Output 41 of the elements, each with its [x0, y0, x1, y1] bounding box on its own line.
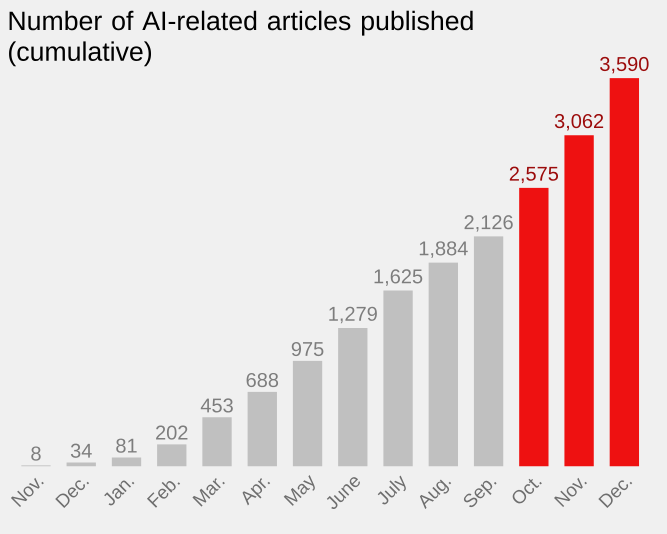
- bar: [338, 328, 368, 466]
- x-tick-label: Nov.: [10, 478, 44, 507]
- data-label: 975: [292, 342, 324, 356]
- bar: [202, 417, 232, 466]
- x-tick-label: Aug.: [420, 479, 452, 509]
- bar: [474, 236, 504, 466]
- x-tick-label: Nov.: [554, 478, 587, 507]
- bar: [383, 290, 413, 466]
- bar: [157, 444, 186, 466]
- x-tick-label: Feb.: [146, 480, 180, 508]
- data-label: 202: [156, 425, 188, 440]
- x-tick-label: Sep.: [464, 480, 497, 507]
- x-tick-label: Oct.: [512, 478, 542, 504]
- bar: [428, 262, 458, 466]
- bar: [292, 360, 322, 466]
- data-label: 2,575: [510, 166, 558, 184]
- x-tick-label: Jan.: [104, 480, 134, 506]
- bar: [519, 188, 549, 466]
- data-label: 1,279: [329, 306, 377, 324]
- x-tick-label: Mar.: [192, 478, 225, 506]
- data-label: 2,126: [464, 215, 513, 232]
- data-label: 8: [31, 446, 41, 461]
- data-label: 81: [116, 438, 137, 453]
- data-label: 1,625: [374, 269, 422, 286]
- data-label: 3,590: [600, 56, 649, 74]
- chart-title: Number of AI-related articles published (cumulative): [9, 10, 473, 66]
- bar: [112, 457, 142, 466]
- data-label: 453: [200, 398, 233, 412]
- x-tick-label: Apr.: [242, 478, 270, 506]
- x-tick-label: Dec.: [598, 480, 632, 508]
- data-label: 3,062: [554, 114, 604, 130]
- bar: [564, 135, 594, 466]
- bar: [610, 78, 640, 466]
- data-label: 34: [70, 444, 92, 458]
- data-label: 688: [246, 372, 278, 387]
- x-tick-label: May: [284, 474, 315, 506]
- bar: [66, 462, 96, 466]
- data-label: 1,884: [420, 241, 468, 258]
- x-tick-label: Dec.: [55, 480, 90, 508]
- x-tick-label: July: [378, 475, 406, 504]
- bar: [248, 392, 277, 466]
